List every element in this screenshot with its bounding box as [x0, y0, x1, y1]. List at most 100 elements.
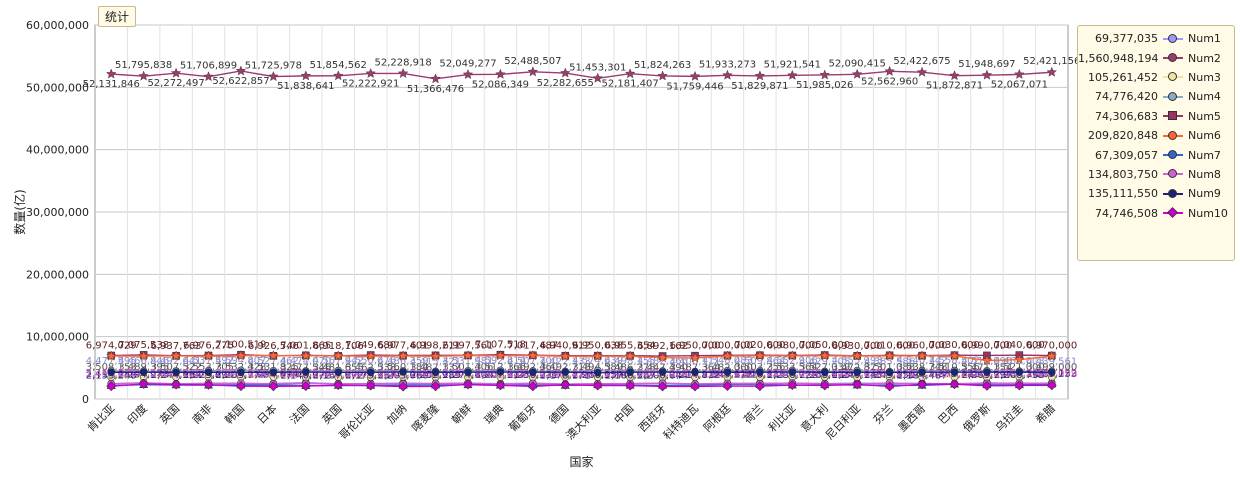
x-axis-title: 国家 — [569, 454, 593, 469]
data-label: 4,509,864 — [734, 356, 785, 367]
data-point — [754, 350, 766, 361]
data-point — [787, 350, 798, 361]
data-label: 4,548,083 — [702, 356, 753, 367]
data-label: 7,001,865 — [280, 340, 331, 351]
legend-item: 74,306,683 Num5 — [1078, 107, 1234, 126]
data-label: 6,998,211 — [410, 340, 461, 351]
series-line — [111, 369, 1052, 373]
data-label: 3,527,039 — [799, 362, 850, 373]
data-label: 2,140,672 — [280, 371, 331, 382]
y-tick-label: 50,000,000 — [26, 81, 89, 94]
legend-item: 135,111,550 Num9 — [1078, 184, 1234, 203]
data-point — [365, 380, 376, 391]
legend-total: 74,776,420 — [1095, 90, 1158, 104]
data-point — [853, 368, 861, 377]
data-label: 4,540,742 — [897, 356, 948, 367]
data-point — [203, 71, 214, 82]
data-label: 6,892,162 — [637, 341, 688, 352]
data-point — [170, 350, 182, 361]
data-label: 52,181,407 — [602, 79, 659, 90]
x-tick-label: 日本 — [254, 401, 279, 426]
data-label: 6,976,275 — [183, 341, 234, 352]
data-point — [204, 368, 213, 377]
legend-swatch — [1162, 149, 1184, 161]
data-point — [723, 368, 732, 377]
data-label: 4,482,366 — [637, 356, 688, 367]
data-point — [334, 368, 343, 377]
legend-item: 69,377,035 Num1 — [1078, 29, 1234, 48]
data-label: 6,990,000 — [961, 340, 1012, 351]
x-tick-label: 俄罗斯 — [961, 402, 994, 435]
data-label: 51,795,838 — [115, 60, 172, 71]
data-label: 4,492,641 — [151, 356, 202, 367]
x-tick-label: 德国 — [546, 401, 571, 426]
series-line — [111, 376, 1052, 379]
data-point — [398, 381, 409, 392]
legend-total: 1,560,948,194 — [1078, 51, 1159, 65]
legend-swatch — [1162, 110, 1184, 122]
data-label: 51,706,899 — [180, 61, 237, 72]
data-point — [1047, 368, 1056, 377]
data-label: 3,501,088 — [864, 362, 915, 373]
x-tick-label: 墨西哥 — [896, 402, 929, 435]
data-point — [527, 349, 539, 361]
y-tick-label: 60,000,000 — [26, 19, 89, 32]
y-axis-title: 数量(亿) — [12, 189, 27, 234]
legend-label: Num3 — [1188, 70, 1221, 84]
legend-swatch — [1162, 71, 1184, 83]
data-point — [268, 71, 279, 82]
data-label: 4,527,462 — [248, 356, 299, 367]
data-point — [657, 381, 668, 392]
data-point — [138, 70, 149, 81]
data-point — [625, 380, 636, 391]
data-label: 51,725,978 — [245, 61, 302, 72]
data-label: 4,429,205 — [799, 356, 850, 367]
legend-total: 69,377,035 — [1095, 32, 1158, 46]
data-label: 52,067,071 — [991, 79, 1048, 90]
legend-item: 134,803,750 Num8 — [1078, 165, 1234, 184]
x-tick-label: 英国 — [157, 401, 182, 426]
data-point — [171, 379, 182, 390]
data-label: 51,921,541 — [764, 59, 821, 70]
data-point — [657, 352, 668, 363]
data-point — [463, 379, 473, 390]
legend-label: Num5 — [1188, 109, 1221, 123]
data-label: 51,948,697 — [958, 59, 1015, 70]
data-point — [657, 70, 668, 81]
legend-item: 105,261,452 Num3 — [1078, 68, 1234, 87]
data-point — [464, 368, 472, 377]
data-label: 4,477,595 — [86, 356, 137, 367]
data-label: 6,955,354 — [605, 341, 656, 352]
data-point — [1046, 380, 1057, 391]
legend-label: Num7 — [1188, 148, 1221, 162]
data-label: 4,422,133 — [540, 356, 591, 367]
data-point — [105, 68, 117, 79]
data-label: 6,977,401 — [378, 341, 429, 352]
data-label: 4,415,321 — [410, 356, 461, 367]
data-label: 7,017,487 — [507, 340, 558, 351]
data-label: 51,854,562 — [310, 60, 367, 71]
data-label: 52,222,921 — [342, 78, 399, 89]
data-point — [332, 350, 344, 361]
legend-item: 209,820,848 Num6 — [1078, 126, 1234, 145]
data-point — [722, 381, 733, 392]
data-point — [107, 368, 116, 377]
data-point — [269, 368, 278, 377]
data-point — [820, 368, 829, 377]
data-point — [561, 368, 570, 376]
data-label: 4,594,807 — [215, 355, 266, 366]
data-point — [138, 378, 149, 389]
legend-total: 105,261,452 — [1088, 70, 1158, 84]
data-label: 52,090,415 — [829, 58, 886, 69]
data-point — [170, 67, 182, 78]
data-label: 4,567,942 — [313, 356, 364, 367]
data-point — [430, 381, 441, 392]
data-point — [365, 350, 376, 361]
data-point — [496, 368, 505, 376]
y-tick-label: 30,000,000 — [26, 206, 89, 219]
data-point — [268, 350, 279, 361]
data-label: 7,010,000 — [864, 340, 915, 351]
data-point — [462, 350, 474, 361]
data-label: 4,555,993 — [832, 356, 883, 367]
data-point — [851, 68, 863, 79]
